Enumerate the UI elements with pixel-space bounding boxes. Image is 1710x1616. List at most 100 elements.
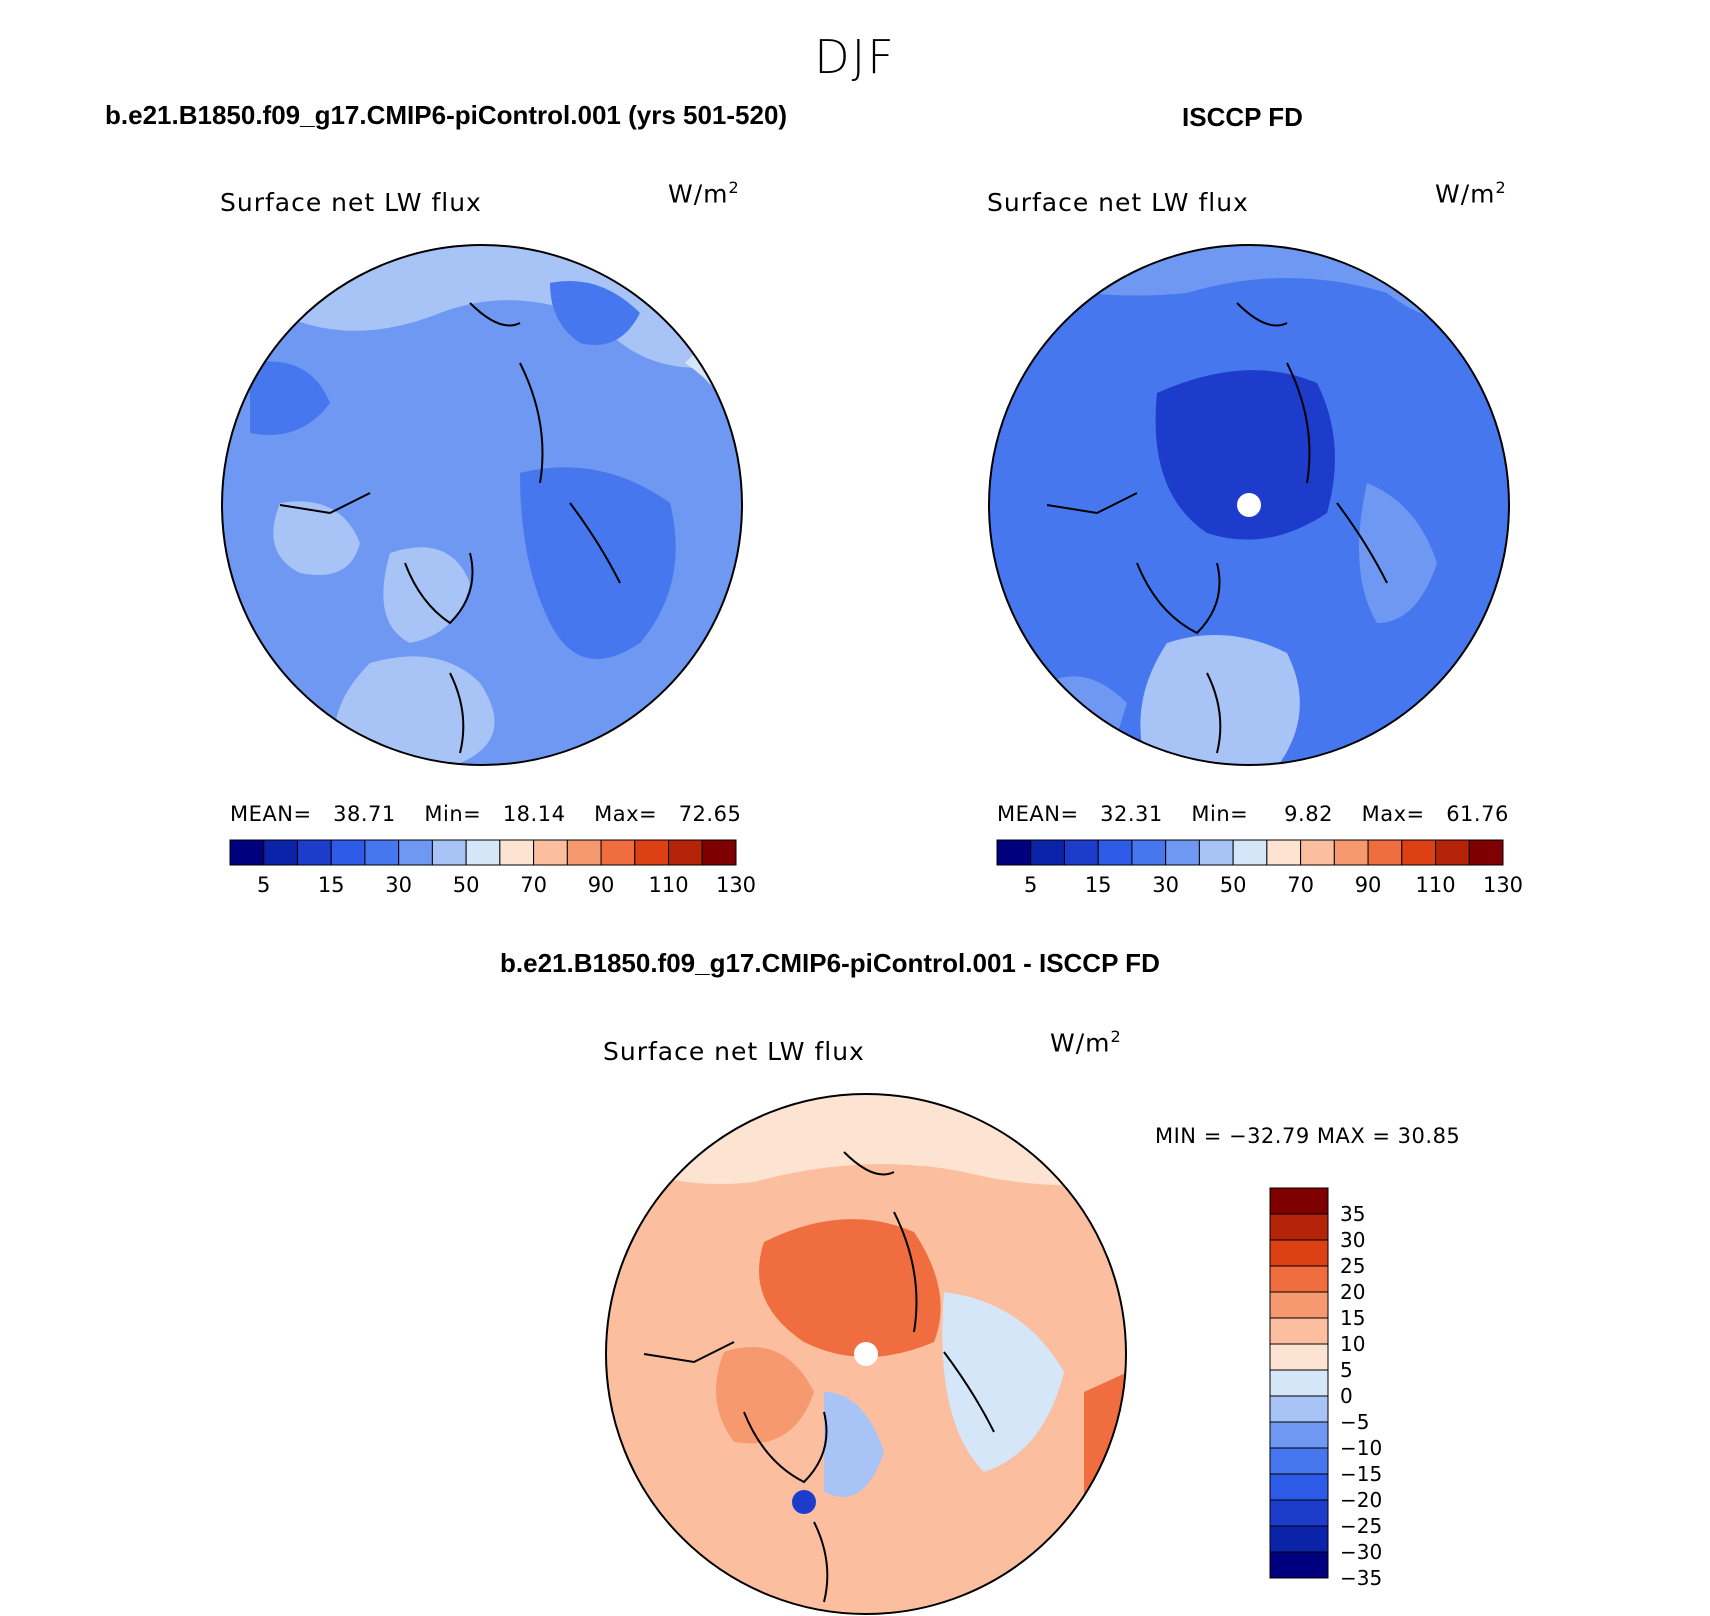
colorbar-swatch	[1333, 839, 1369, 866]
obs-stats: MEAN= 32.31 Min= 9.82 Max= 61.76	[997, 802, 1509, 826]
diff-region-iceland-cold	[792, 1490, 816, 1514]
colorbar-swatch	[533, 839, 568, 866]
model-polar-map	[221, 244, 743, 766]
colorbar-tick-label: 10	[1340, 1332, 1366, 1356]
obs-colorbar-ticks: 5 15 30 50 70 90 110 130	[997, 873, 1523, 901]
diff-region-eurasia-cool	[942, 1292, 1064, 1472]
model-coastlines	[279, 302, 621, 754]
obs-colorbar	[996, 839, 1504, 866]
model-colorbar	[229, 839, 737, 866]
colorbar-swatch	[1401, 839, 1437, 866]
diff-units: W/m2	[1050, 1027, 1122, 1058]
colorbar-swatch	[1269, 1239, 1329, 1267]
colorbar-tick-label: −20	[1340, 1488, 1383, 1512]
colorbar-swatch	[566, 839, 602, 866]
colorbar-tick-label: −30	[1340, 1540, 1383, 1564]
diff-colorbar-ticks: 35 30 25 20 15 10 5 0 −5 −10 −15 −20 −25 −30 −35	[1340, 1188, 1460, 1590]
colorbar-swatch	[1269, 1421, 1329, 1449]
colorbar-tick-label: 70	[520, 873, 547, 897]
colorbar-swatch	[398, 839, 433, 866]
colorbar-swatch	[1269, 1395, 1329, 1423]
colorbar-tick-label: 5	[257, 873, 271, 897]
colorbar-swatch	[1435, 839, 1470, 866]
colorbar-swatch	[1232, 839, 1268, 866]
colorbar-swatch	[431, 839, 467, 866]
colorbar-tick-label: 15	[1340, 1306, 1366, 1330]
colorbar-swatch	[1269, 1369, 1329, 1397]
colorbar-swatch	[1131, 839, 1167, 866]
diff-panel-heading: b.e21.B1850.f09_g17.CMIP6-piControl.001 …	[500, 948, 1160, 978]
season-title: DJF	[814, 30, 896, 84]
colorbar-swatch	[465, 839, 501, 866]
colorbar-swatch	[1367, 839, 1403, 866]
colorbar-tick-label: 25	[1340, 1254, 1366, 1278]
colorbar-swatch	[1269, 1291, 1329, 1319]
colorbar-tick-label: 30	[1340, 1228, 1366, 1252]
colorbar-swatch	[1063, 839, 1099, 866]
diff-plot-title: Surface net LW flux	[603, 1037, 865, 1066]
obs-units: W/m2	[1435, 178, 1507, 209]
model-plot-title: Surface net LW flux	[220, 188, 482, 217]
obs-region-eurasia	[1359, 483, 1437, 623]
colorbar-swatch	[600, 839, 636, 866]
colorbar-swatch	[1266, 839, 1302, 866]
diff-region-greenland-cool	[824, 1392, 884, 1497]
colorbar-swatch	[668, 839, 703, 866]
colorbar-tick-label: −15	[1340, 1462, 1383, 1486]
colorbar-swatch	[1468, 839, 1504, 866]
colorbar-swatch	[364, 839, 400, 866]
diff-region-canada-warm	[716, 1347, 814, 1444]
diff-minmax: MIN = −32.79 MAX = 30.85	[1155, 1124, 1461, 1148]
colorbar-tick-label: 50	[1219, 873, 1247, 897]
colorbar-swatch	[1300, 839, 1335, 866]
colorbar-tick-label: −10	[1340, 1436, 1383, 1460]
colorbar-swatch	[1269, 1265, 1329, 1293]
model-region-siberia	[550, 281, 640, 345]
model-region-eurasia	[520, 467, 676, 659]
diff-region-east-edge	[1084, 1372, 1126, 1512]
colorbar-swatch	[263, 839, 298, 866]
colorbar-tick-label: 130	[1482, 873, 1524, 897]
model-colorbar-ticks: 5 15 30 50 70 90 110 130	[230, 873, 756, 901]
colorbar-tick-label: 0	[1340, 1384, 1353, 1408]
colorbar-swatch	[296, 839, 332, 866]
colorbar-tick-label: −25	[1340, 1514, 1383, 1538]
obs-region-arctic-core	[1155, 370, 1335, 540]
obs-coastlines	[1046, 302, 1388, 754]
colorbar-tick-label: 110	[1415, 873, 1456, 897]
obs-pole-hole	[1237, 493, 1261, 517]
colorbar-swatch	[1097, 839, 1133, 866]
colorbar-swatch	[1269, 1187, 1329, 1215]
obs-polar-map	[988, 244, 1510, 766]
colorbar-tick-label: 90	[1354, 873, 1382, 897]
colorbar-swatch	[996, 839, 1032, 866]
colorbar-swatch	[1269, 1499, 1329, 1527]
colorbar-swatch	[229, 839, 265, 866]
colorbar-swatch	[1269, 1317, 1329, 1345]
obs-panel-heading: ISCCP FD	[1182, 102, 1303, 132]
model-region-hudson	[273, 501, 360, 575]
colorbar-swatch	[499, 839, 535, 866]
colorbar-tick-label: 35	[1340, 1202, 1366, 1226]
colorbar-swatch	[1269, 1447, 1329, 1475]
colorbar-swatch	[1269, 1213, 1329, 1241]
colorbar-tick-label: 110	[648, 873, 689, 897]
model-panel-heading: b.e21.B1850.f09_g17.CMIP6-piControl.001 …	[105, 100, 788, 130]
colorbar-tick-label: −5	[1340, 1410, 1370, 1434]
colorbar-swatch	[1198, 839, 1234, 866]
model-region-greenland	[383, 547, 470, 643]
colorbar-swatch	[634, 839, 670, 866]
colorbar-swatch	[1269, 1343, 1329, 1371]
obs-plot-title: Surface net LW flux	[987, 188, 1249, 217]
colorbar-tick-label: 130	[715, 873, 757, 897]
diff-colorbar	[1269, 1187, 1329, 1579]
colorbar-swatch	[1269, 1473, 1329, 1501]
colorbar-swatch	[701, 839, 737, 866]
model-region-alaska	[250, 361, 330, 435]
colorbar-tick-label: 20	[1340, 1280, 1366, 1304]
colorbar-tick-label: 50	[452, 873, 480, 897]
colorbar-tick-label: 30	[1152, 873, 1180, 897]
diff-region-arctic-warm	[759, 1219, 941, 1357]
model-stats: MEAN= 38.71 Min= 18.14 Max= 72.65	[230, 802, 742, 826]
colorbar-swatch	[330, 839, 366, 866]
